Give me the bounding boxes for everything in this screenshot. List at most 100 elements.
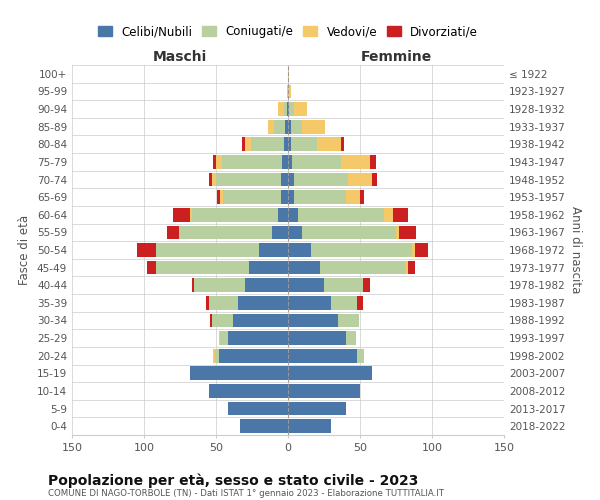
- Bar: [385, 208, 393, 222]
- Bar: [216, 155, 222, 169]
- Bar: [281, 190, 288, 204]
- Bar: [282, 155, 288, 169]
- Bar: [288, 278, 324, 292]
- Bar: [287, 84, 288, 98]
- Bar: [285, 120, 288, 134]
- Bar: [288, 190, 294, 204]
- Bar: [371, 172, 377, 186]
- Bar: [209, 296, 238, 310]
- Bar: [191, 278, 194, 292]
- Bar: [191, 208, 278, 222]
- Bar: [298, 208, 385, 222]
- Text: Maschi: Maschi: [153, 50, 207, 64]
- Bar: [284, 102, 287, 116]
- Bar: [288, 420, 331, 433]
- Bar: [288, 384, 360, 398]
- Bar: [190, 366, 288, 380]
- Bar: [311, 243, 412, 257]
- Text: Femmine: Femmine: [361, 50, 431, 64]
- Bar: [320, 260, 406, 274]
- Bar: [233, 314, 288, 328]
- Bar: [278, 102, 284, 116]
- Bar: [249, 260, 288, 274]
- Bar: [289, 102, 294, 116]
- Bar: [219, 331, 220, 345]
- Bar: [190, 208, 191, 222]
- Bar: [217, 190, 220, 204]
- Bar: [288, 314, 338, 328]
- Bar: [155, 243, 259, 257]
- Bar: [288, 402, 346, 415]
- Bar: [278, 208, 288, 222]
- Bar: [357, 296, 363, 310]
- Bar: [251, 138, 284, 151]
- Bar: [302, 120, 325, 134]
- Bar: [238, 296, 288, 310]
- Bar: [393, 208, 407, 222]
- Bar: [288, 138, 291, 151]
- Bar: [147, 260, 155, 274]
- Bar: [288, 84, 291, 98]
- Bar: [227, 331, 288, 345]
- Bar: [173, 208, 190, 222]
- Bar: [341, 155, 370, 169]
- Bar: [292, 155, 341, 169]
- Bar: [220, 331, 227, 345]
- Bar: [245, 278, 288, 292]
- Bar: [291, 120, 302, 134]
- Bar: [415, 243, 428, 257]
- Bar: [357, 349, 364, 362]
- Y-axis label: Anni di nascita: Anni di nascita: [569, 206, 582, 294]
- Legend: Celibi/Nubili, Coniugati/e, Vedovi/e, Divorziati/e: Celibi/Nubili, Coniugati/e, Vedovi/e, Di…: [95, 23, 481, 40]
- Bar: [272, 226, 288, 239]
- Bar: [179, 226, 272, 239]
- Bar: [288, 155, 292, 169]
- Bar: [284, 138, 288, 151]
- Bar: [167, 226, 179, 239]
- Bar: [212, 172, 216, 186]
- Bar: [155, 260, 249, 274]
- Bar: [288, 260, 320, 274]
- Bar: [222, 155, 282, 169]
- Bar: [288, 296, 331, 310]
- Bar: [412, 243, 415, 257]
- Bar: [274, 120, 285, 134]
- Bar: [209, 172, 212, 186]
- Bar: [213, 155, 216, 169]
- Bar: [287, 102, 288, 116]
- Bar: [212, 314, 233, 328]
- Bar: [215, 349, 219, 362]
- Bar: [360, 190, 364, 204]
- Bar: [209, 384, 288, 398]
- Bar: [288, 120, 291, 134]
- Text: Popolazione per età, sesso e stato civile - 2023: Popolazione per età, sesso e stato civil…: [48, 473, 418, 488]
- Bar: [346, 190, 360, 204]
- Bar: [349, 172, 371, 186]
- Bar: [294, 102, 307, 116]
- Bar: [219, 349, 288, 362]
- Bar: [363, 278, 370, 292]
- Bar: [245, 138, 251, 151]
- Bar: [294, 172, 349, 186]
- Bar: [370, 155, 376, 169]
- Bar: [399, 226, 416, 239]
- Y-axis label: Fasce di età: Fasce di età: [19, 215, 31, 285]
- Bar: [216, 172, 281, 186]
- Bar: [317, 138, 341, 151]
- Bar: [341, 138, 344, 151]
- Bar: [302, 226, 396, 239]
- Bar: [206, 296, 209, 310]
- Bar: [288, 366, 371, 380]
- Bar: [223, 190, 281, 204]
- Bar: [338, 314, 359, 328]
- Bar: [259, 243, 288, 257]
- Bar: [281, 172, 288, 186]
- Bar: [288, 102, 289, 116]
- Bar: [324, 278, 363, 292]
- Bar: [288, 226, 302, 239]
- Bar: [288, 349, 357, 362]
- Bar: [406, 260, 407, 274]
- Bar: [331, 296, 357, 310]
- Bar: [137, 243, 155, 257]
- Bar: [268, 120, 274, 134]
